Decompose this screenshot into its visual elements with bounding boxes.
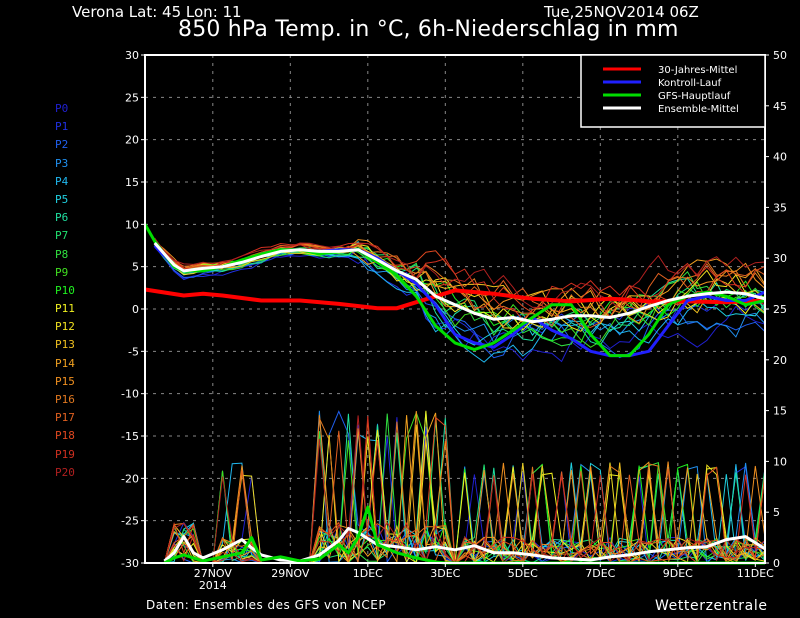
member-label: P7 [55, 229, 69, 243]
member-label: P11 [55, 302, 75, 316]
member-temp-line [154, 241, 766, 320]
legend-label: GFS-Hauptlauf [658, 91, 731, 102]
right-axis-tick-label: 15 [773, 405, 787, 418]
member-label: P4 [55, 174, 69, 188]
member-label: P8 [55, 247, 69, 261]
member-label: P1 [55, 120, 69, 134]
right-axis-tick-label: 25 [773, 303, 787, 316]
right-axis-tick-label: 50 [773, 49, 787, 62]
x-axis-tick-label: 1DEC [353, 567, 383, 580]
right-axis-tick-label: 45 [773, 100, 787, 113]
member-label: P9 [55, 265, 69, 279]
member-temp-line [154, 238, 766, 321]
data-source-label: Daten: Ensembles des GFS von NCEP [146, 598, 387, 612]
legend-label: Kontroll-Lauf [658, 78, 722, 89]
left-axis-tick-label: 25 [125, 91, 139, 104]
member-label: P13 [55, 338, 75, 352]
member-label: P18 [55, 429, 75, 443]
chart-title: 850 hPa Temp. in °C, 6h-Niederschlag in … [178, 17, 679, 42]
x-axis-tick-label: 11DEC [737, 567, 774, 580]
member-temp-line [154, 237, 766, 310]
brand-label: Wetterzentrale [655, 598, 768, 614]
member-label: P15 [55, 374, 75, 388]
ensemble-member-legend: P0 P1 P2 P3 P4 P5 P6 P7 P8 P9 P10 P11 P12 P13 P14 P15 P1… [55, 100, 75, 482]
member-label: P5 [55, 192, 69, 206]
right-axis-tick-label: 30 [773, 252, 787, 265]
member-label: P6 [55, 211, 69, 225]
left-axis-tick-label: 10 [125, 218, 139, 231]
x-axis-tick-label: 29NOV [271, 567, 310, 580]
right-axis-tick-label: 35 [773, 201, 787, 214]
x-axis-tick-label: 3DEC [430, 567, 460, 580]
member-label: P2 [55, 138, 69, 152]
member-precip-line [154, 417, 766, 565]
x-axis-tick-label: 27NOV [194, 567, 233, 580]
right-axis-tick-label: 20 [773, 354, 787, 367]
x-axis-tick-label: 7DEC [585, 567, 615, 580]
member-label: P3 [55, 156, 69, 170]
member-precip-line [154, 418, 766, 564]
right-axis-tick-label: 0 [773, 557, 780, 570]
member-label: P19 [55, 447, 75, 461]
member-precip-line [154, 416, 766, 564]
member-label: P10 [55, 283, 75, 297]
x-axis-tick-label: 5DEC [508, 567, 538, 580]
x-axis-tick-label: 9DEC [663, 567, 693, 580]
left-axis-tick-label: 20 [125, 134, 139, 147]
left-axis-tick-label: 30 [125, 49, 139, 62]
location-label: Verona Lat: 45 Lon: 11 [72, 3, 242, 21]
right-axis-tick-label: 5 [773, 506, 780, 519]
left-axis-tick-label: -20 [121, 472, 139, 485]
left-axis-tick-label: 15 [125, 176, 139, 189]
member-precip-line [154, 415, 766, 564]
left-axis-tick-label: -5 [128, 345, 139, 358]
member-label: P14 [55, 356, 75, 370]
right-axis-tick-label: 10 [773, 455, 787, 468]
left-axis-tick-label: 5 [132, 261, 139, 274]
member-label: P0 [55, 102, 69, 115]
member-precip-line [154, 430, 766, 565]
ensemble-mean-precip-line [163, 527, 766, 563]
left-axis-tick-label: -10 [121, 388, 139, 401]
member-label: P17 [55, 411, 75, 425]
run-date-label: Tue,25NOV2014 06Z [544, 3, 699, 21]
x-axis-tick-sublabel: 2014 [199, 579, 227, 592]
legend-box [580, 54, 766, 128]
left-axis-tick-label: -30 [121, 557, 139, 570]
legend-label: 30-Jahres-Mittel [658, 65, 737, 76]
member-label: P12 [55, 320, 75, 334]
member-precip-line [154, 411, 766, 564]
left-axis-tick-label: -25 [121, 515, 139, 528]
plot-frame [144, 54, 766, 564]
member-temp-line [154, 240, 766, 348]
right-axis-tick-label: 40 [773, 151, 787, 164]
ensemble-mean-line [153, 242, 766, 324]
member-label: P16 [55, 393, 75, 406]
left-axis-tick-label: 0 [132, 303, 139, 316]
left-axis-tick-label: -15 [121, 430, 139, 443]
member-label: P20 [55, 465, 75, 479]
legend-label: Ensemble-Mittel [658, 104, 739, 115]
